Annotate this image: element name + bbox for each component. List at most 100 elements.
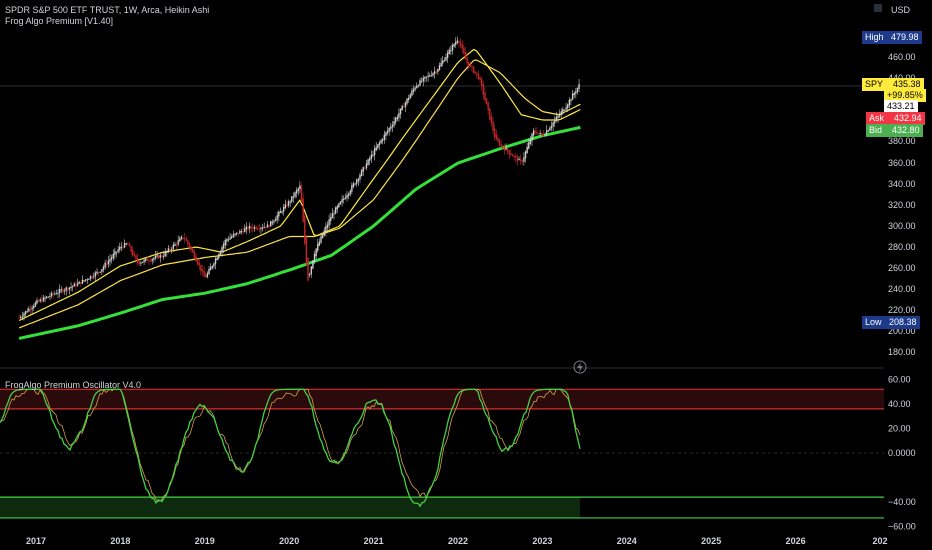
candle-body bbox=[331, 213, 334, 219]
candle-body bbox=[286, 205, 288, 207]
candle-body bbox=[253, 226, 256, 229]
price-tick-label: 300.00 bbox=[888, 221, 916, 231]
candle-body bbox=[55, 293, 58, 295]
candle-body bbox=[292, 196, 295, 198]
candle-body bbox=[346, 195, 348, 199]
candle-body bbox=[519, 159, 522, 161]
candle-body bbox=[37, 300, 40, 302]
candle-body bbox=[138, 261, 140, 264]
candle-body bbox=[170, 248, 173, 250]
candle-body bbox=[339, 201, 342, 205]
candle-body bbox=[487, 102, 489, 111]
candle-body bbox=[448, 49, 450, 54]
candle-body bbox=[271, 222, 274, 224]
candle-body bbox=[370, 154, 373, 160]
candle-body bbox=[287, 201, 290, 206]
candle-body bbox=[214, 258, 217, 265]
low-value: 208.38 bbox=[889, 317, 917, 327]
candle-body bbox=[380, 140, 382, 144]
osc-tick-label: −40.00 bbox=[888, 497, 916, 507]
candle-body bbox=[563, 109, 566, 111]
time-tick-label: 2022 bbox=[448, 536, 468, 546]
candle-body bbox=[485, 98, 488, 105]
candle-body bbox=[498, 140, 501, 146]
candle-body bbox=[166, 251, 168, 253]
candle-body bbox=[247, 227, 249, 230]
candle-body bbox=[398, 113, 400, 118]
candle-body bbox=[544, 134, 546, 136]
candle-body bbox=[416, 85, 418, 89]
symbol-price: 435.38 bbox=[893, 79, 921, 89]
time-tick-label: 2018 bbox=[110, 536, 130, 546]
candle-body bbox=[130, 245, 132, 252]
candle-body bbox=[273, 220, 275, 223]
candle-body bbox=[136, 258, 139, 264]
candle-body bbox=[570, 99, 572, 102]
candle-body bbox=[110, 257, 113, 260]
candle-body bbox=[245, 226, 248, 230]
price-tick-label: 180.00 bbox=[888, 347, 916, 357]
candle-body bbox=[352, 183, 355, 187]
candle-body bbox=[513, 155, 515, 157]
candle-body bbox=[226, 239, 228, 242]
candle-body bbox=[33, 305, 35, 309]
candle-body bbox=[192, 249, 194, 253]
candle-body bbox=[50, 292, 53, 297]
high-label: High bbox=[865, 32, 884, 42]
candle-body bbox=[321, 234, 324, 238]
time-tick-label: 2020 bbox=[279, 536, 299, 546]
settings-square-icon[interactable] bbox=[874, 4, 882, 12]
candle-body bbox=[91, 276, 93, 278]
high-value: 479.98 bbox=[891, 32, 919, 42]
candle-body bbox=[153, 257, 155, 260]
candle-body bbox=[302, 198, 304, 223]
candle-body bbox=[52, 293, 54, 295]
oscillator-title[interactable]: FrogAlgo Premium Oscillator V4.0 bbox=[5, 380, 142, 390]
candle-body bbox=[128, 244, 131, 247]
candle-body bbox=[326, 224, 329, 228]
candle-body bbox=[474, 71, 476, 74]
candle-body bbox=[58, 289, 61, 293]
candle-body bbox=[75, 284, 77, 287]
candle-body bbox=[295, 190, 298, 194]
candle-body bbox=[489, 108, 491, 120]
candle-body bbox=[510, 153, 512, 156]
candle-body bbox=[68, 287, 71, 290]
candle-body bbox=[562, 109, 564, 113]
candle-body bbox=[328, 219, 330, 226]
candle-body bbox=[414, 87, 416, 90]
candle-body bbox=[266, 224, 269, 228]
candle-body bbox=[476, 72, 478, 75]
candle-body bbox=[351, 185, 353, 192]
candle-body bbox=[274, 219, 277, 222]
candle-body bbox=[531, 133, 533, 141]
candle-body bbox=[490, 116, 493, 123]
candle-body bbox=[97, 272, 100, 274]
candle-body bbox=[265, 227, 267, 229]
candle-body bbox=[187, 240, 189, 245]
candle-body bbox=[240, 231, 243, 233]
candle-body bbox=[162, 255, 165, 257]
candle-body bbox=[65, 287, 67, 291]
symbol-title: SPDR S&P 500 ETF TRUST, 1W, Arca, Heikin… bbox=[5, 5, 210, 15]
osc-signal-line bbox=[0, 388, 581, 503]
candle-body bbox=[479, 77, 481, 80]
price-tick-label: 460.00 bbox=[888, 52, 916, 62]
candle-body bbox=[403, 106, 405, 108]
osc-lower-zone bbox=[0, 497, 580, 518]
candle-body bbox=[172, 244, 175, 249]
candle-body bbox=[257, 228, 259, 230]
indicator-title[interactable]: Frog Algo Premium [V1.40] bbox=[5, 16, 114, 26]
candle-body bbox=[427, 75, 429, 77]
candle-body bbox=[141, 261, 144, 263]
candle-body bbox=[248, 226, 251, 229]
candle-body bbox=[315, 248, 317, 257]
candle-body bbox=[480, 79, 483, 86]
candle-body bbox=[107, 260, 110, 265]
candle-body bbox=[338, 203, 340, 207]
candle-body bbox=[571, 93, 574, 100]
candle-body bbox=[244, 228, 246, 233]
candle-body bbox=[213, 263, 215, 267]
candle-body bbox=[500, 144, 502, 146]
